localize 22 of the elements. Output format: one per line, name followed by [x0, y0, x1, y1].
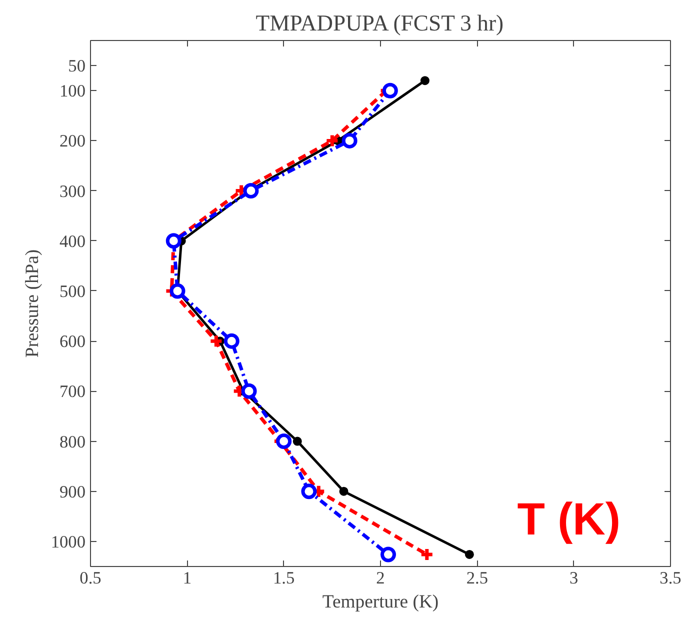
x-axis-title: Temperture (K) — [322, 592, 439, 612]
y-axis-title: Pressure (hPa) — [22, 249, 43, 358]
x-tick-label: 0.5 — [80, 568, 102, 588]
x-tick-label: 2.5 — [466, 568, 488, 588]
x-tick-label: 1 — [182, 568, 192, 588]
y-tick-label: 100 — [60, 82, 86, 101]
y-tick-label: 200 — [60, 132, 86, 151]
x-tick-label: 3.5 — [660, 568, 682, 588]
y-tick-label: 500 — [60, 282, 86, 301]
x-tick-label: 1.5 — [273, 568, 295, 588]
y-tick-label: 800 — [60, 432, 86, 452]
y-tick-label: 1000 — [50, 532, 86, 552]
x-tick-label: 3 — [570, 568, 578, 588]
y-tick-label: 600 — [60, 332, 86, 352]
chart-title: TMPADPUPA (FCST 3 hr) — [256, 10, 504, 36]
y-tick-label: 900 — [60, 482, 86, 502]
x-tick-label: 2 — [376, 568, 385, 588]
y-tick-label: 50 — [68, 56, 86, 76]
y-tick-label: 300 — [60, 182, 86, 201]
y-tick-label: 400 — [60, 232, 86, 251]
y-tick-label: 700 — [60, 382, 86, 402]
annotation: T (K) — [517, 494, 621, 544]
